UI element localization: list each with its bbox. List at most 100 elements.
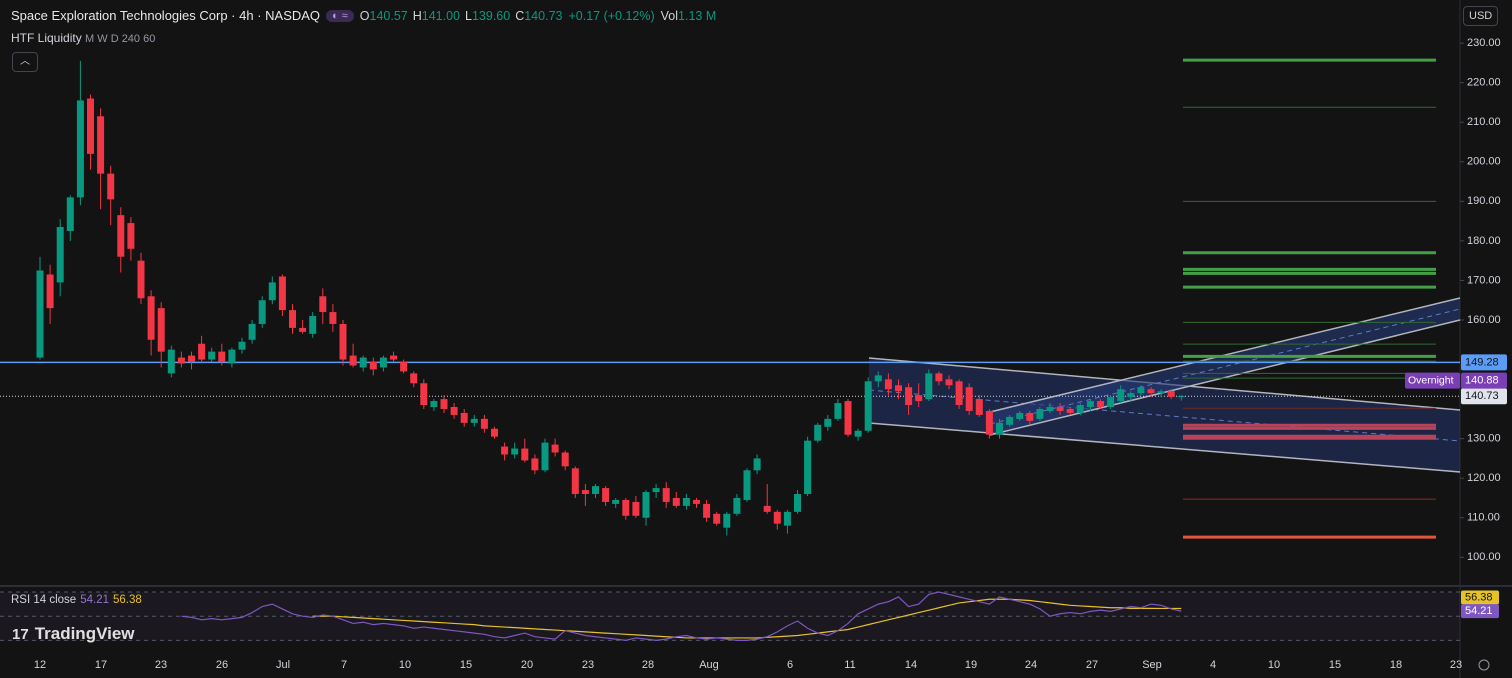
session-badge[interactable]: ◐ ≈: [326, 9, 354, 22]
candle-body: [36, 270, 44, 358]
candle-body: [1036, 408, 1044, 419]
candle-body: [824, 418, 832, 427]
change: +0.17 (+0.12%): [568, 8, 655, 23]
candle-body: [521, 448, 529, 461]
candle-body: [147, 296, 155, 340]
channel-line: [989, 319, 1461, 436]
y-tick-label: 220.00: [1467, 77, 1501, 89]
candle-body: [1127, 393, 1135, 398]
x-tick-label: 23: [582, 659, 594, 671]
channel-line: [868, 422, 1461, 473]
candle-body: [440, 399, 448, 409]
indicator-params: M W D 240 60: [85, 33, 156, 45]
candle-body: [632, 501, 640, 516]
candle-body: [662, 488, 670, 502]
logo-text: TradingView: [34, 624, 135, 643]
candle-body: [400, 361, 408, 372]
indicator-name: HTF Liquidity: [11, 31, 82, 45]
candle-body: [309, 316, 317, 334]
candle-body: [329, 312, 337, 324]
candle-body: [996, 422, 1003, 435]
candle-body: [864, 381, 872, 431]
candle-body: [278, 276, 286, 311]
candle-body: [248, 323, 256, 340]
candle-body: [410, 373, 418, 384]
candle-body: [985, 410, 993, 435]
candle-body: [773, 511, 781, 524]
candle-body: [804, 440, 812, 495]
candle-body: [1137, 387, 1145, 394]
indicator: HTF Liquidity M W D 240 60: [11, 31, 155, 45]
candle-body: [551, 444, 559, 453]
rsi-value: 54.21: [80, 594, 109, 606]
overnight-price-label: 140.88: [1465, 375, 1499, 387]
candle-body: [177, 357, 185, 364]
candle-body: [117, 215, 125, 257]
candle-body: [531, 458, 539, 471]
x-tick-label: 18: [1390, 659, 1402, 671]
candle-body: [258, 300, 266, 324]
ohlc-item: L139.60: [465, 9, 510, 23]
ohlc-value: 141.00: [421, 8, 461, 23]
candle-body: [501, 446, 509, 455]
ohlc-key: C: [515, 8, 525, 23]
overnight-price-label-bg: [1461, 372, 1507, 389]
candle-body: [743, 470, 751, 500]
candle-body: [763, 505, 771, 512]
candle-body: [794, 494, 801, 512]
ohlc-value: 139.60: [471, 8, 511, 23]
candle-body: [905, 387, 913, 406]
settings-icon: [1478, 659, 1490, 671]
y-tick-label: 130.00: [1467, 433, 1501, 445]
currency-button[interactable]: USD: [1463, 6, 1499, 26]
candle-body: [369, 361, 377, 370]
candle-body: [733, 497, 741, 514]
logo-icon: 17: [12, 625, 29, 643]
hline-label: 149.28: [1465, 356, 1499, 368]
candle-body: [602, 488, 610, 502]
collapse-button[interactable]: ︿: [12, 52, 38, 72]
candle-body: [319, 296, 327, 313]
rsi-value-bg: [1461, 604, 1499, 619]
ohlc-item: H141.00: [413, 9, 460, 23]
candle-body: [713, 513, 721, 524]
x-tick-label: 23: [155, 659, 167, 671]
logo: 17 TradingView: [12, 624, 135, 644]
x-tick-label: 17: [95, 659, 107, 671]
candle-body: [1177, 396, 1185, 398]
x-tick-label: 27: [1086, 659, 1098, 671]
x-tick-label: 15: [1329, 659, 1341, 671]
x-tick-label: 10: [1268, 659, 1280, 671]
x-tick-label: 28: [642, 659, 654, 671]
candle-body: [925, 373, 933, 400]
candle-body: [1167, 391, 1175, 397]
rsi-ma-value: 56.38: [112, 594, 142, 606]
x-tick-label: Jul: [276, 659, 290, 671]
rsi-line: [181, 591, 1182, 641]
candle-body: [511, 448, 519, 455]
candle-body: [76, 100, 84, 198]
y-tick-label: 180.00: [1467, 235, 1501, 247]
x-tick-label: Sep: [1142, 659, 1162, 671]
candle-body: [349, 355, 357, 366]
candle-body: [450, 407, 458, 415]
y-tick-label: 170.00: [1467, 274, 1501, 286]
rsi-legend: RSI 14 close 54.21 56.38: [11, 594, 142, 606]
candle-body: [622, 499, 630, 516]
candle-body: [1076, 405, 1084, 413]
x-tick-label: 12: [34, 659, 46, 671]
candle-body: [359, 357, 367, 368]
candle-body: [127, 223, 135, 249]
y-tick-label: 110.00: [1467, 512, 1500, 524]
symbol: Space Exploration Technologies Corp · 4h…: [11, 8, 321, 23]
candle-body: [1056, 407, 1064, 411]
candle-body: [66, 197, 74, 231]
candle-body: [198, 343, 206, 360]
ohlc-value: 140.73: [524, 8, 563, 23]
x-tick-label: 20: [521, 659, 533, 671]
candle-body: [390, 355, 397, 360]
candle-body: [854, 430, 862, 437]
candle-body: [56, 227, 64, 283]
